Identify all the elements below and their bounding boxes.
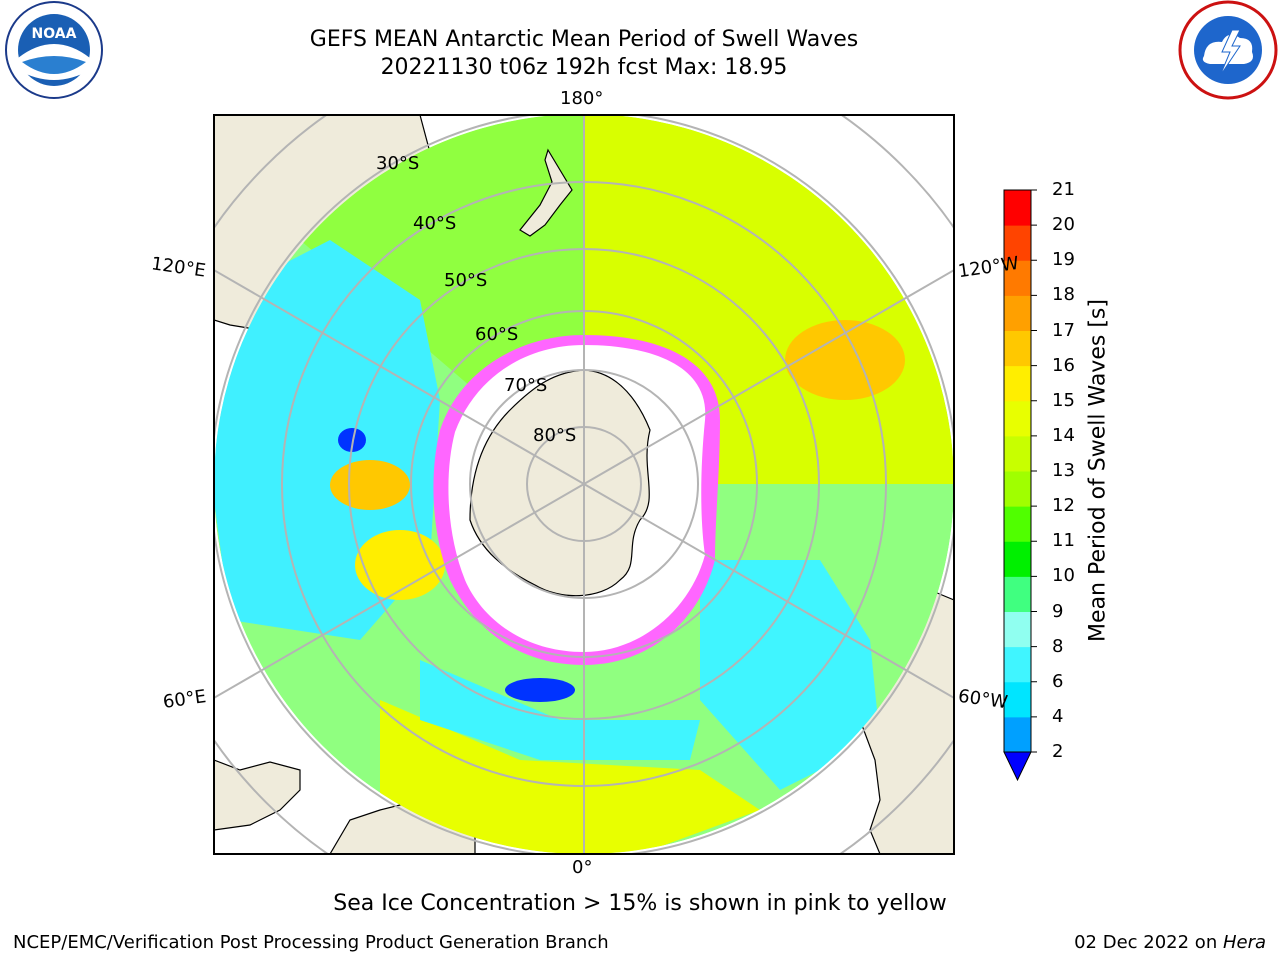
colorbar-tick-label: 4 xyxy=(1052,705,1064,727)
lat-label-80s: 80°S xyxy=(533,425,576,446)
sea-ice-note: Sea Ice Concentration > 15% is shown in … xyxy=(333,891,947,916)
colorbar-segment xyxy=(1004,225,1031,261)
nws-logo xyxy=(1178,0,1278,100)
colorbar-tick-label: 12 xyxy=(1052,495,1075,517)
colorbar-title: Mean Period of Swell Waves [s] xyxy=(1085,299,1111,642)
colorbar-segment xyxy=(1004,400,1031,437)
colorbar-segment xyxy=(1004,435,1031,472)
colorbar-segment xyxy=(1004,716,1031,753)
colorbar-tick-label: 17 xyxy=(1052,319,1075,341)
colorbar-segment xyxy=(1004,330,1031,367)
lon-label-180: 180° xyxy=(560,88,604,109)
noaa-logo: NOAA xyxy=(5,1,103,99)
colorbar-tick-label: 8 xyxy=(1052,635,1064,657)
footer-credit: NCEP/EMC/Verification Post Processing Pr… xyxy=(13,932,609,953)
colorbar-segment xyxy=(1004,646,1031,683)
lat-label-50s: 50°S xyxy=(444,270,487,291)
lat-label-30s: 30°S xyxy=(376,153,419,174)
svg-text:NOAA: NOAA xyxy=(32,26,77,42)
colorbar-segment xyxy=(1004,471,1031,507)
colorbar-segment xyxy=(1004,541,1031,577)
footer-date-text: 02 Dec 2022 on xyxy=(1074,932,1223,953)
footer-host: Hera xyxy=(1222,932,1266,953)
colorbar-tick-label: 11 xyxy=(1052,530,1075,552)
lon-label-0: 0° xyxy=(572,857,593,878)
colorbar-tick-label: 13 xyxy=(1052,460,1075,481)
colorbar xyxy=(1003,189,1037,782)
colorbar-tick-label: 9 xyxy=(1052,600,1064,622)
colorbar-segment xyxy=(1004,506,1031,542)
lat-label-60s: 60°S xyxy=(475,324,518,345)
map-subtitle: 20221130 t06z 192h fcst Max: 18.95 xyxy=(380,55,788,80)
colorbar-tick-label: 6 xyxy=(1052,670,1064,692)
colorbar-segment xyxy=(1004,190,1031,226)
colorbar-segment xyxy=(1004,260,1031,296)
lat-label-40s: 40°S xyxy=(413,213,456,234)
colorbar-segment xyxy=(1004,295,1031,331)
graticule xyxy=(214,115,954,854)
colorbar-segment xyxy=(1004,611,1031,648)
colorbar-tick-label: 18 xyxy=(1052,284,1075,306)
colorbar-tick-label: 2 xyxy=(1052,741,1064,762)
colorbar-segment xyxy=(1004,365,1031,402)
colorbar-tick-label: 10 xyxy=(1052,565,1075,587)
colorbar-tick-label: 20 xyxy=(1052,214,1075,236)
swell-period-field xyxy=(214,115,954,854)
colorbar-tick-label: 21 xyxy=(1052,179,1075,200)
colorbar-segment xyxy=(1004,681,1031,718)
continent-africa-madagascar xyxy=(214,759,476,854)
colorbar-segment xyxy=(1004,576,1031,612)
colorbar-tick-label: 19 xyxy=(1052,249,1075,271)
colorbar-tick-label: 14 xyxy=(1052,424,1075,446)
footer-date: 02 Dec 2022 on Hera xyxy=(1074,932,1266,953)
colorbar-tick-label: 15 xyxy=(1052,389,1075,411)
lat-label-70s: 70°S xyxy=(504,375,547,396)
colorbar-tick-label: 16 xyxy=(1052,354,1075,376)
map-title: GEFS MEAN Antarctic Mean Period of Swell… xyxy=(309,27,859,52)
colorbar-extend-arrow xyxy=(1003,751,1032,782)
